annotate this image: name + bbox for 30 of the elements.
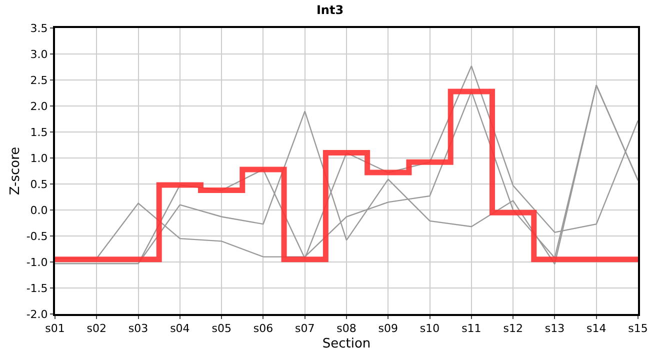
x-tick-label: s13 [544, 322, 565, 336]
y-tick-label: 3.5 [30, 22, 48, 35]
y-axis-title: Z-score [8, 146, 23, 196]
x-tick-label: s01 [45, 322, 65, 336]
x-tick-label: s06 [253, 322, 274, 336]
x-tick-label: s05 [212, 322, 232, 336]
x-tick-label: s07 [294, 322, 315, 336]
y-tick-label: -2.0 [26, 308, 48, 321]
x-tick-label: s15 [628, 322, 648, 336]
chart-title: Int3 [316, 2, 344, 17]
x-tick-label: s09 [378, 322, 398, 336]
y-tick-label: -0.5 [26, 230, 48, 243]
y-tick-label: 1.0 [30, 152, 48, 165]
x-tick-label: s12 [503, 322, 523, 336]
y-tick-label: -1.0 [26, 256, 48, 269]
y-tick-label: 3.0 [30, 48, 48, 61]
x-tick-label: s08 [336, 322, 356, 336]
y-tick-label: -1.5 [26, 282, 48, 295]
x-axis-title: Section [322, 336, 371, 352]
y-tick-label: 2.5 [30, 74, 48, 87]
x-tick-label: s11 [462, 322, 482, 336]
y-tick-label: 1.5 [30, 126, 48, 139]
y-tick-label: 2.0 [30, 100, 48, 113]
y-tick-label: 0.0 [30, 204, 48, 217]
x-tick-label: s03 [128, 322, 148, 336]
x-tick-label: s10 [420, 322, 440, 336]
y-tick-label: 0.5 [30, 178, 48, 191]
x-tick-label: s04 [170, 322, 190, 336]
x-tick-label: s02 [86, 322, 107, 336]
x-tick-label: s14 [586, 322, 606, 336]
